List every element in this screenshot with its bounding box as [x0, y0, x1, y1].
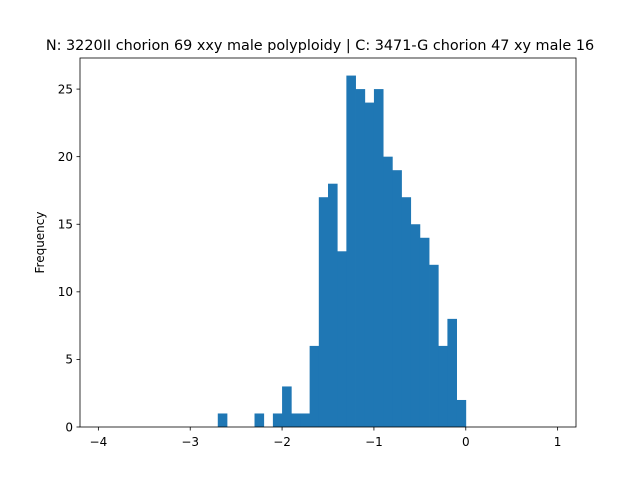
y-tick-label: 15	[58, 218, 73, 232]
y-tick-label: 0	[65, 420, 73, 434]
histogram-bar	[401, 197, 412, 427]
histogram-bar	[254, 413, 265, 427]
y-axis-ticks: 0 5 10 15 20 25	[58, 82, 80, 434]
histogram-bar	[410, 224, 421, 427]
histogram-bar	[392, 170, 402, 427]
bars-group	[217, 75, 467, 428]
histogram-bar	[328, 183, 338, 427]
x-tick-label: −4	[90, 435, 108, 449]
x-tick-label: −1	[365, 435, 383, 449]
histogram-bar	[337, 251, 347, 427]
histogram-bar	[447, 318, 457, 427]
histogram-bar	[419, 237, 430, 427]
histogram-bar	[355, 89, 366, 427]
histogram-bar	[318, 197, 329, 427]
y-tick-label: 10	[58, 285, 73, 299]
x-tick-label: −2	[273, 435, 291, 449]
histogram-bar	[217, 413, 228, 427]
histogram-bar	[429, 264, 439, 427]
x-tick-label: 0	[462, 435, 470, 449]
chart-title: N: 3220II chorion 69 xxy male polyploidy…	[46, 38, 594, 54]
x-tick-label: 1	[554, 435, 562, 449]
histogram-bar	[438, 345, 448, 427]
y-axis-label: Frequency	[33, 212, 47, 274]
plot-frame	[79, 57, 577, 428]
y-tick-label: 5	[65, 353, 73, 367]
histogram-bar	[282, 386, 292, 427]
histogram-bar	[373, 89, 384, 427]
histogram-bar	[456, 399, 467, 427]
histogram-bar	[291, 413, 301, 427]
x-tick-label: −3	[181, 435, 199, 449]
histogram-bar	[346, 75, 356, 427]
histogram-bar	[309, 345, 320, 427]
histogram-bar	[383, 156, 393, 428]
histogram-bar	[364, 102, 375, 427]
y-tick-label: 20	[58, 150, 73, 164]
histogram-bar	[300, 413, 311, 427]
histogram-bar	[272, 413, 283, 427]
y-tick-label: 25	[58, 82, 73, 96]
x-axis-ticks: −4 −3 −2 −1 0 1	[90, 427, 562, 449]
